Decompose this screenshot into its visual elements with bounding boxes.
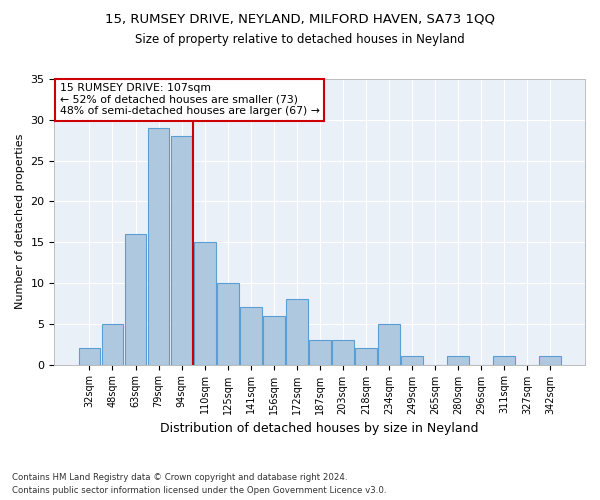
Bar bbox=[309, 340, 331, 364]
Bar bbox=[263, 316, 284, 364]
Text: 15, RUMSEY DRIVE, NEYLAND, MILFORD HAVEN, SA73 1QQ: 15, RUMSEY DRIVE, NEYLAND, MILFORD HAVEN… bbox=[105, 12, 495, 26]
Bar bbox=[332, 340, 353, 364]
Bar bbox=[79, 348, 100, 364]
Bar bbox=[539, 356, 561, 364]
Bar bbox=[239, 308, 262, 364]
Text: 15 RUMSEY DRIVE: 107sqm
← 52% of detached houses are smaller (73)
48% of semi-de: 15 RUMSEY DRIVE: 107sqm ← 52% of detache… bbox=[60, 84, 320, 116]
Bar bbox=[401, 356, 423, 364]
Bar bbox=[286, 300, 308, 364]
Bar bbox=[378, 324, 400, 364]
Bar bbox=[447, 356, 469, 364]
Bar bbox=[194, 242, 215, 364]
Bar bbox=[493, 356, 515, 364]
Bar bbox=[217, 283, 239, 364]
Bar bbox=[101, 324, 124, 364]
Bar bbox=[125, 234, 146, 364]
X-axis label: Distribution of detached houses by size in Neyland: Distribution of detached houses by size … bbox=[160, 422, 479, 435]
Bar bbox=[355, 348, 377, 364]
Text: Size of property relative to detached houses in Neyland: Size of property relative to detached ho… bbox=[135, 32, 465, 46]
Text: Contains HM Land Registry data © Crown copyright and database right 2024.: Contains HM Land Registry data © Crown c… bbox=[12, 472, 347, 482]
Bar bbox=[170, 136, 193, 364]
Bar bbox=[148, 128, 169, 364]
Y-axis label: Number of detached properties: Number of detached properties bbox=[15, 134, 25, 310]
Text: Contains public sector information licensed under the Open Government Licence v3: Contains public sector information licen… bbox=[12, 486, 386, 495]
